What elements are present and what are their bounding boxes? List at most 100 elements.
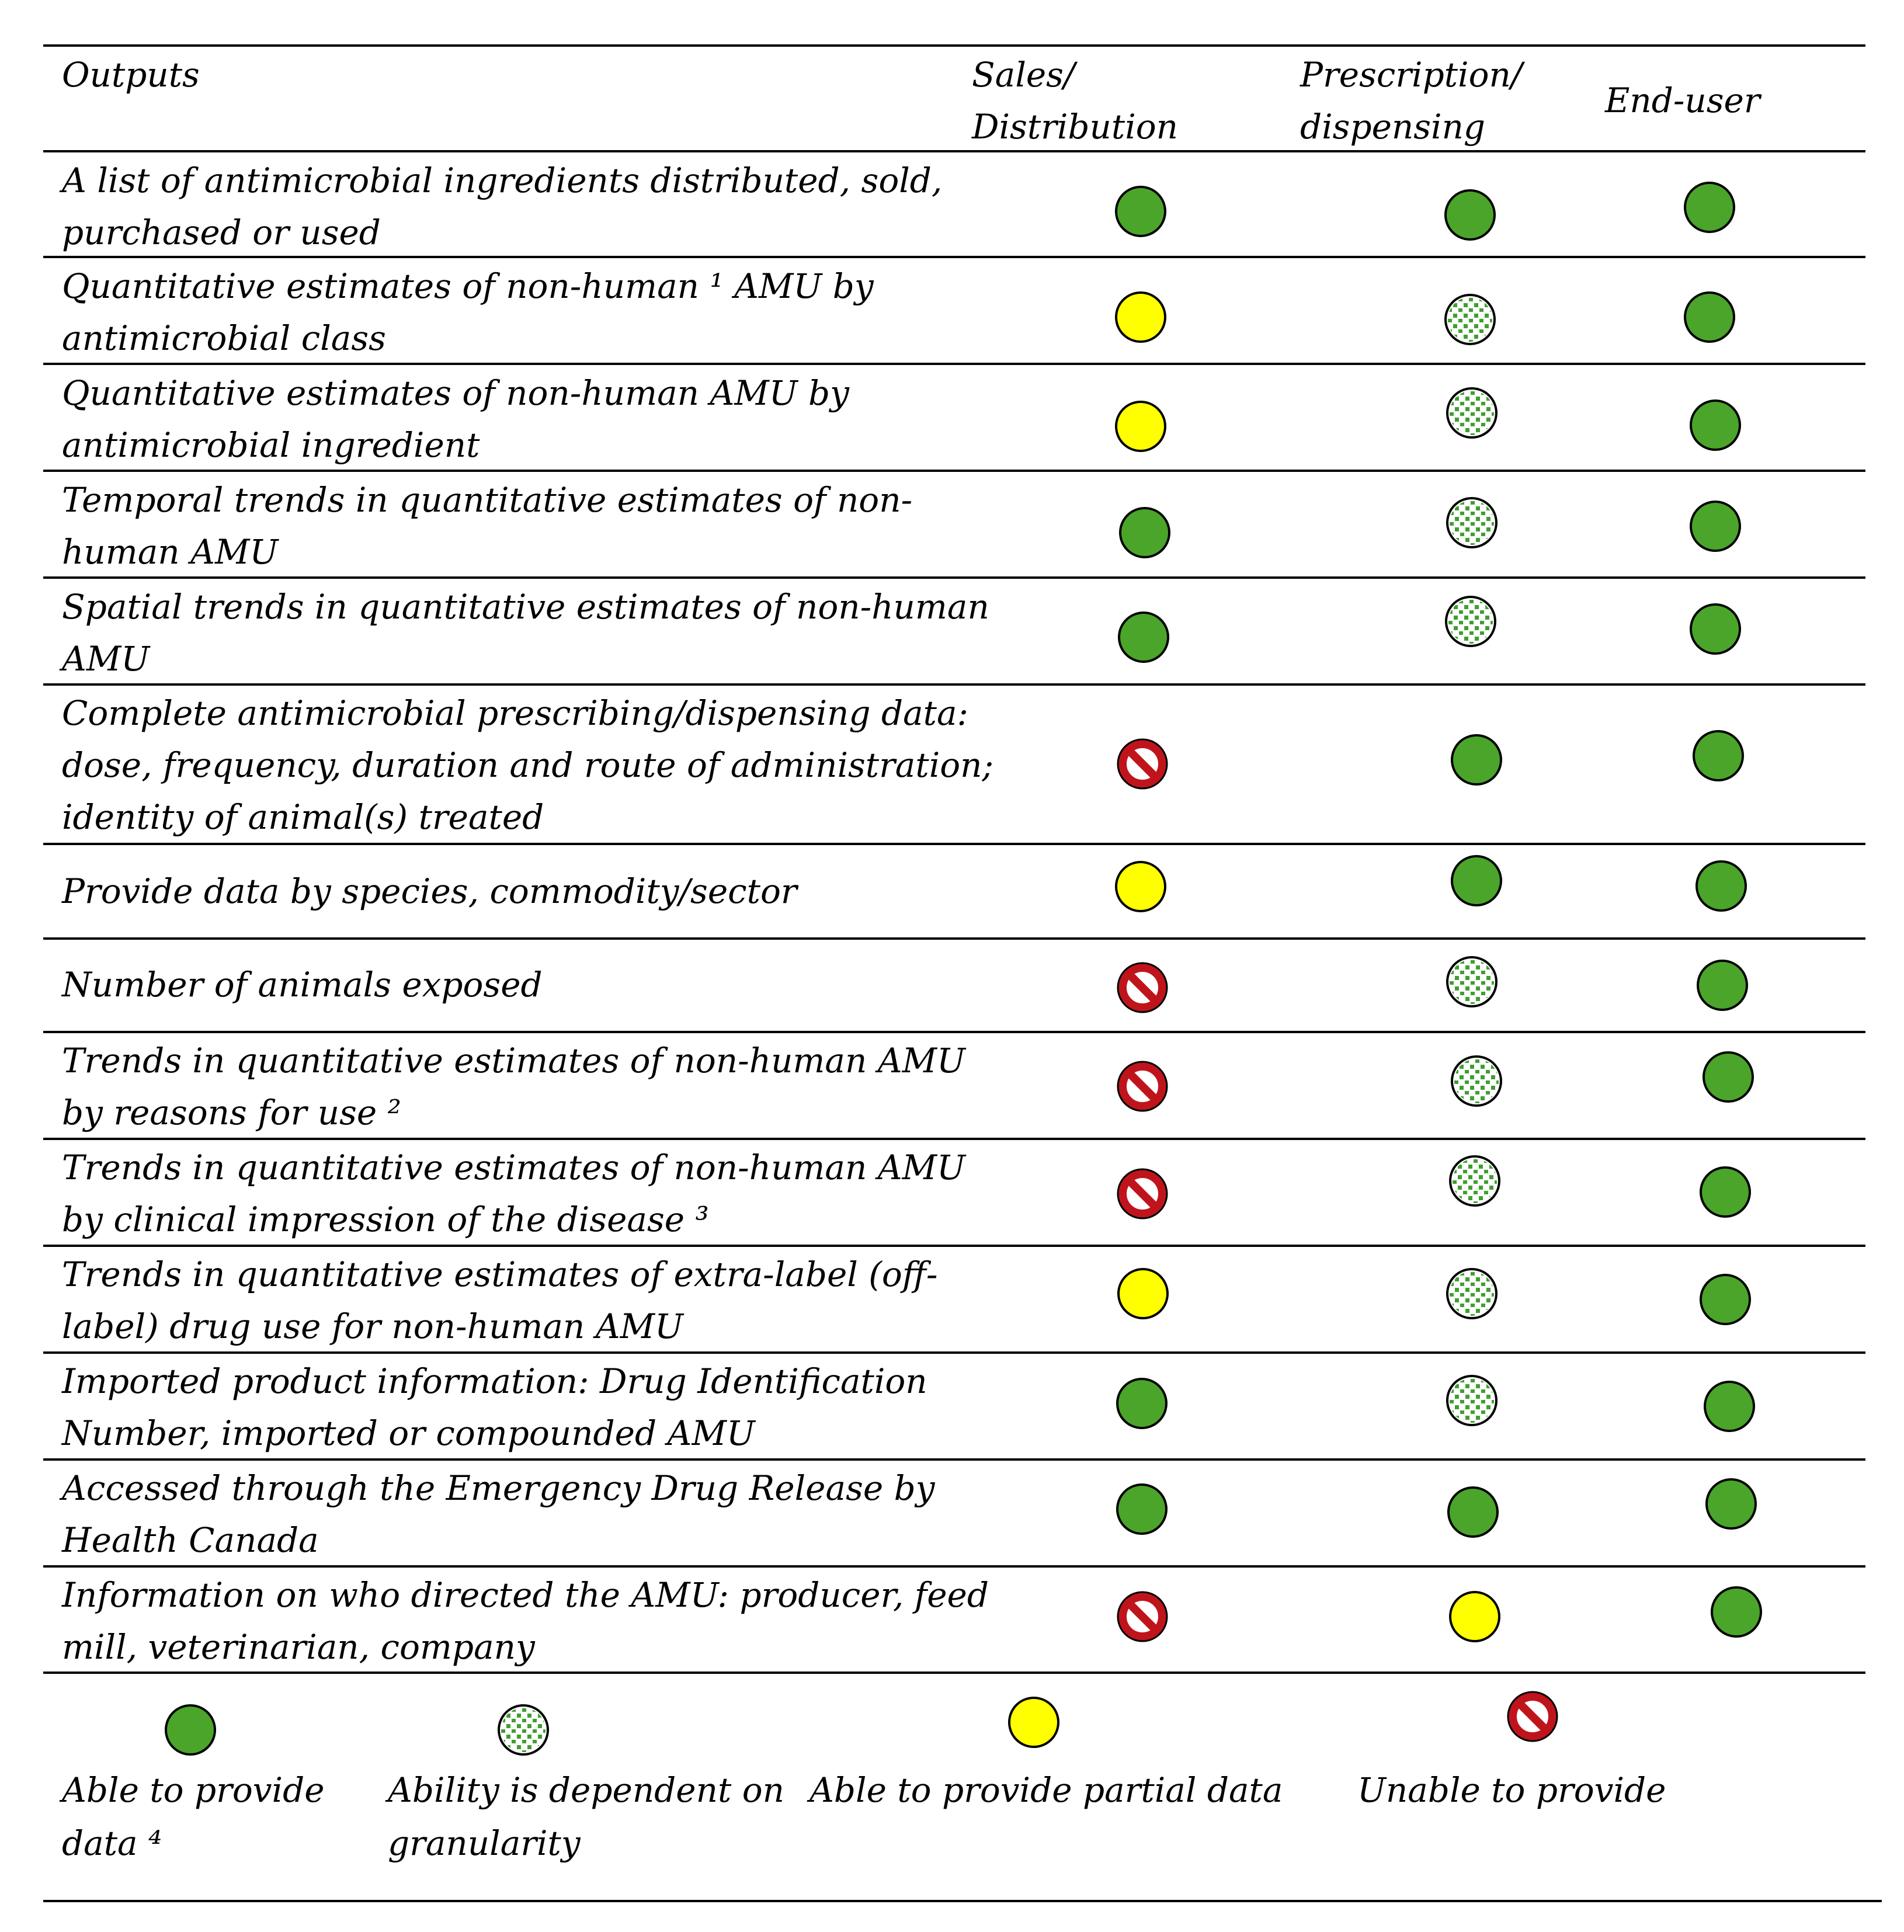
row-6-text: Complete antimicrobial prescribing/dispe… [62, 693, 969, 733]
unable-icon [1114, 1166, 1170, 1222]
legend-able-label: Able to provide [62, 1770, 325, 1810]
row-divider [43, 1031, 1865, 1033]
legend-able-icon [162, 1702, 218, 1758]
unable-icon [1114, 736, 1170, 792]
able-icon [1114, 1481, 1170, 1537]
row-14-text: mill, veterinarian, company [62, 1627, 535, 1667]
able-icon [1442, 187, 1498, 243]
able-icon [1681, 289, 1738, 345]
legend-granularity-label: Ability is dependent on [388, 1770, 785, 1810]
legend-partial-icon [1006, 1694, 1062, 1750]
row-1-text: A list of antimicrobial ingredients dist… [62, 161, 943, 200]
legend-bottom-rule [43, 1900, 1882, 1902]
row-7-text: Provide data by species, commodity/secto… [62, 871, 797, 911]
row-divider [43, 470, 1865, 472]
row-2-text: Quantitative estimates of non-human ¹ AM… [62, 266, 874, 306]
able-icon [1693, 858, 1749, 914]
row-divider [43, 363, 1865, 365]
row-13-text: Accessed through the Emergency Drug Rele… [62, 1468, 935, 1508]
able-icon [1687, 397, 1743, 453]
partial-icon [1115, 1266, 1171, 1322]
header-prescription-line2: dispensing [1300, 107, 1486, 147]
granularity-icon [1444, 385, 1500, 441]
row-13-text: Health Canada [62, 1520, 319, 1560]
row-divider [43, 256, 1865, 258]
able-icon [1690, 728, 1746, 784]
row-divider [43, 576, 1865, 579]
row-6-text: identity of animal(s) treated [62, 797, 544, 837]
able-icon [1116, 609, 1172, 665]
granularity-icon [1448, 1053, 1505, 1109]
header-sales-line2: Distribution [972, 107, 1179, 147]
able-icon [1114, 1375, 1170, 1431]
row-divider [43, 683, 1865, 686]
legend-granularity-icon [495, 1702, 551, 1758]
header-outputs: Outputs [62, 55, 200, 95]
row-12-text: Imported product information: Drug Ident… [62, 1361, 927, 1401]
legend-unable-icon [1505, 1688, 1561, 1745]
row-9-text: by reasons for use ² [62, 1093, 401, 1132]
granularity-icon [1442, 291, 1498, 348]
unable-icon [1114, 960, 1170, 1016]
row-divider [43, 1245, 1865, 1247]
granularity-icon [1444, 1266, 1500, 1322]
row-divider [43, 843, 1865, 845]
row-6-text: dose, frequency, duration and route of a… [62, 745, 994, 785]
unable-icon [1114, 1058, 1170, 1114]
row-5-text: AMU [62, 639, 150, 679]
row-divider [43, 1458, 1865, 1461]
granularity-icon [1447, 1153, 1503, 1209]
granularity-icon [1443, 593, 1499, 649]
row-divider [43, 1565, 1865, 1568]
partial-icon [1113, 398, 1169, 454]
able-icon [1445, 1484, 1501, 1540]
row-10-text: Trends in quantitative estimates of non-… [62, 1148, 965, 1187]
able-icon [1700, 1049, 1756, 1105]
able-icon [1703, 1476, 1759, 1532]
unable-icon [1114, 1589, 1170, 1645]
able-icon [1687, 498, 1743, 554]
table-top-rule [43, 44, 1865, 47]
legend-able-label: data ⁴ [62, 1823, 162, 1863]
able-icon [1687, 601, 1743, 657]
row-2-text: antimicrobial class [62, 318, 386, 358]
legend-unable-label: Unable to provide [1357, 1770, 1666, 1810]
header-sales-line1: Sales/ [972, 55, 1075, 95]
row-divider [43, 937, 1865, 940]
able-icon [1117, 505, 1173, 561]
row-11-text: Trends in quantitative estimates of extr… [62, 1255, 938, 1294]
able-icon [1448, 853, 1505, 909]
row-3-text: Quantitative estimates of non-human AMU … [62, 373, 849, 413]
row-9-text: Trends in quantitative estimates of non-… [62, 1041, 965, 1080]
row-4-text: Temporal trends in quantitative estimate… [62, 480, 913, 520]
able-icon [1681, 179, 1738, 235]
granularity-icon [1444, 954, 1500, 1010]
row-divider [43, 1138, 1865, 1140]
able-icon [1701, 1378, 1757, 1434]
row-1-text: purchased or used [62, 213, 381, 252]
row-3-text: antimicrobial ingredient [62, 425, 480, 465]
row-11-text: label) drug use for non-human AMU [62, 1306, 683, 1346]
able-icon [1697, 1271, 1753, 1328]
row-5-text: Spatial trends in quantitative estimates… [62, 587, 989, 627]
granularity-icon [1444, 495, 1500, 551]
able-icon [1708, 1584, 1764, 1640]
row-10-text: by clinical impression of the disease ³ [62, 1200, 709, 1239]
legend-granularity-label: granularity [388, 1823, 581, 1863]
able-icon [1448, 732, 1505, 788]
able-icon [1694, 957, 1750, 1013]
row-14-text: Information on who directed the AMU: pro… [62, 1575, 989, 1615]
able-icon [1113, 183, 1169, 239]
header-enduser: End-user [1605, 81, 1760, 120]
partial-icon [1447, 1589, 1503, 1645]
row-divider [43, 150, 1865, 152]
partial-icon [1113, 859, 1169, 915]
table-bottom-rule [43, 1672, 1865, 1674]
row-4-text: human AMU [62, 532, 279, 572]
row-8-text: Number of animals exposed [62, 965, 543, 1005]
granularity-icon [1444, 1372, 1500, 1429]
legend-partial-label: Able to provide partial data [809, 1770, 1283, 1810]
row-12-text: Number, imported or compounded AMU [62, 1413, 755, 1453]
header-prescription-line1: Prescription/ [1300, 55, 1523, 95]
